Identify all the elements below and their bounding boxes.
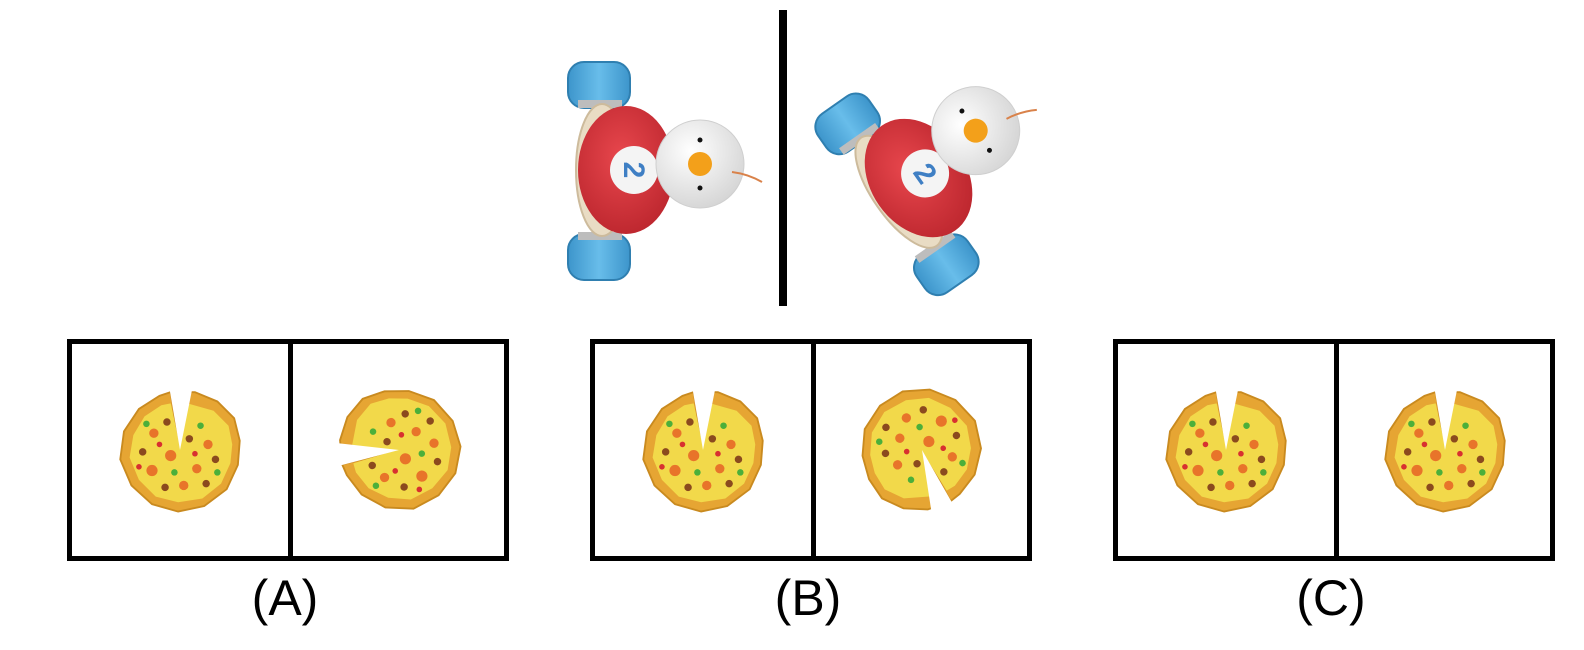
option-a-label: (A) bbox=[251, 570, 319, 626]
example-area: 2 2 bbox=[500, 40, 1060, 300]
option-b-panel[interactable] bbox=[590, 339, 1032, 561]
option-b-right-cell bbox=[816, 344, 1027, 556]
option-b-right-pizza bbox=[851, 380, 992, 520]
option-a-left-cell bbox=[72, 344, 288, 556]
option-a-panel[interactable] bbox=[67, 339, 509, 561]
toy-car-left-number: 2 bbox=[617, 162, 650, 179]
option-b-left-pizza bbox=[642, 383, 764, 513]
option-c-right-pizza bbox=[1383, 383, 1506, 513]
option-b-left-cell bbox=[595, 344, 811, 556]
option-a-left-pizza bbox=[119, 383, 241, 513]
option-c-divider bbox=[1334, 344, 1339, 556]
option-b-label: (B) bbox=[774, 570, 842, 626]
option-a-right-pizza bbox=[328, 384, 467, 517]
option-c-label: (C) bbox=[1296, 570, 1366, 626]
option-c-right-cell bbox=[1339, 344, 1550, 556]
option-c-left-cell bbox=[1118, 344, 1334, 556]
option-c-panel[interactable] bbox=[1113, 339, 1555, 561]
option-a-divider bbox=[288, 344, 293, 556]
toy-car-right-figure: 2 bbox=[808, 40, 1060, 300]
example-divider-line bbox=[779, 10, 787, 306]
option-b-divider bbox=[811, 344, 816, 556]
toy-car-left: 2 bbox=[567, 61, 763, 281]
toy-car-right: 2 bbox=[808, 40, 1060, 300]
option-c-left-pizza bbox=[1165, 383, 1287, 513]
toy-car-left-figure: 2 bbox=[567, 61, 763, 281]
option-a-right-cell bbox=[293, 344, 504, 556]
